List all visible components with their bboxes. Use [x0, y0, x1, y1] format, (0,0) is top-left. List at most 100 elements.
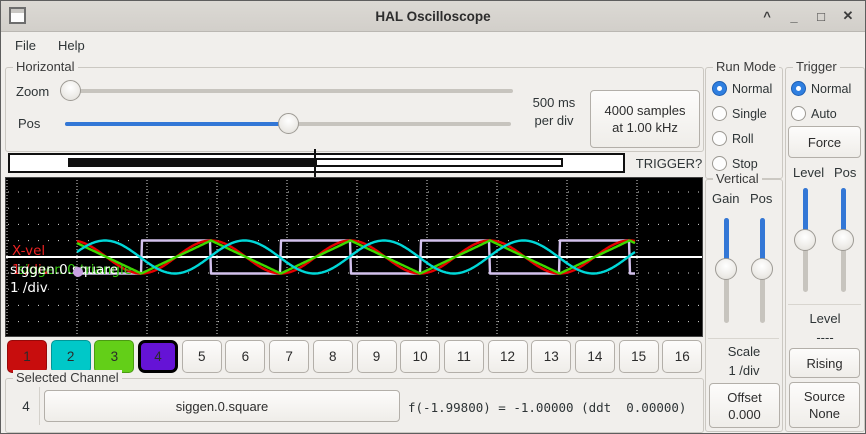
trigger-level-value: ----	[816, 330, 834, 345]
horizontal-group: Horizontal Zoom Pos 500 ms per div 4000 …	[5, 59, 704, 152]
scope-wave-triangle	[76, 239, 636, 275]
horizontal-pos-slider[interactable]	[65, 113, 511, 134]
trigger-mode-normal[interactable]: Normal	[791, 76, 851, 101]
gain-slider-knob[interactable]	[715, 257, 737, 280]
run-mode-roll-label: Roll	[732, 131, 754, 146]
menu-help[interactable]: Help	[57, 37, 85, 53]
shade-button[interactable]: ^	[763, 8, 771, 24]
channel-button-6[interactable]: 6	[225, 340, 266, 373]
title-bar: HAL Oscilloscope ^ _ □ ✕	[1, 1, 865, 32]
time-per-div-value: 500 ms	[532, 95, 576, 110]
horizontal-pos-slider-fill	[65, 121, 288, 126]
run-mode-single[interactable]: Single	[712, 101, 772, 126]
run-mode-normal-radio-icon[interactable]	[712, 81, 727, 96]
zoom-slider-track[interactable]	[60, 88, 513, 93]
trigger-radios: Normal Auto	[791, 76, 851, 126]
record-position-marker	[314, 149, 316, 177]
channel-button-14[interactable]: 14	[574, 340, 615, 373]
record-progress-recorded	[68, 158, 315, 167]
offset-value: 0.000	[728, 406, 761, 422]
offset-button[interactable]: Offset 0.000	[709, 383, 780, 428]
scope-label: 1 /div	[12, 262, 50, 278]
gain-slider[interactable]	[715, 218, 737, 323]
run-mode-normal-label: Normal	[732, 81, 773, 96]
channel-button-5[interactable]: 5	[181, 340, 222, 373]
channel-button-11[interactable]: 11	[443, 340, 484, 373]
run-mode-roll-radio-icon[interactable]	[712, 131, 727, 146]
channel-button-1[interactable]: 1	[7, 340, 47, 373]
scope-display[interactable]: 1 /divsiggen.0.trianglesiggen.0.squareX-…	[5, 177, 703, 337]
channel-button-10[interactable]: 10	[400, 340, 441, 373]
scope-wave-square	[76, 239, 636, 275]
selected-channel-group: Selected Channel 4 siggen.0.square f(-1.…	[5, 370, 704, 433]
app-icon	[9, 7, 26, 24]
trigger-mode-auto-radio-icon[interactable]	[791, 106, 806, 121]
channel-button-16[interactable]: 16	[662, 340, 703, 373]
time-per-div-unit: per div	[534, 113, 574, 128]
menu-file[interactable]: File	[15, 37, 36, 53]
run-mode-radios: Normal Single Roll Stop	[712, 76, 772, 176]
trigger-separator	[788, 304, 861, 305]
trigger-level-slider-knob[interactable]	[794, 229, 816, 251]
channel-button-8[interactable]: 8	[312, 340, 353, 373]
trigger-level-slider[interactable]	[794, 188, 816, 292]
scale-value: 1 /div	[728, 363, 760, 378]
channel-button-7[interactable]: 7	[269, 340, 310, 373]
minimize-button[interactable]: _	[790, 8, 798, 24]
run-mode-stop-label: Stop	[732, 156, 758, 171]
channel-button-15[interactable]: 15	[618, 340, 659, 373]
vertical-pos-slider-label: Pos	[750, 191, 773, 206]
scope-wave-sine	[76, 239, 636, 275]
vertical-pos-slider[interactable]	[751, 218, 773, 323]
record-progress-pending	[315, 158, 563, 167]
run-mode-single-radio-icon[interactable]	[712, 106, 727, 121]
offset-label: Offset	[727, 389, 762, 405]
zoom-slider[interactable]	[60, 80, 513, 101]
scope-label: X-vel	[12, 243, 45, 259]
horizontal-pos-slider-knob[interactable]	[277, 113, 299, 134]
samples-rate: at 1.00 kHz	[612, 120, 678, 135]
time-per-div-readout: 500 ms per div	[522, 94, 586, 130]
trigger-pos-slider[interactable]	[832, 188, 854, 292]
gain-slider-fill	[723, 218, 729, 269]
run-mode-normal[interactable]: Normal	[712, 76, 772, 101]
trigger-mode-normal-radio-icon[interactable]	[791, 81, 806, 96]
scope-label: siggen.0.square	[10, 262, 118, 278]
trigger-mode-auto[interactable]: Auto	[791, 101, 851, 126]
run-mode-group: Run Mode Normal Single Roll Stop	[705, 59, 783, 179]
selected-channel-number: 4	[22, 399, 30, 414]
scope-label: 1 /div	[10, 280, 48, 296]
trigger-source-value: None	[808, 406, 841, 421]
run-mode-roll[interactable]: Roll	[712, 126, 772, 151]
vertical-group: Vertical Gain Pos Scale 1 /div Offset 0.…	[705, 171, 783, 432]
samples-button[interactable]: 4000 samples at 1.00 kHz	[590, 90, 700, 148]
trigger-edge-button[interactable]: Rising	[789, 348, 860, 378]
trigger-source-button[interactable]: Source None	[789, 382, 860, 428]
force-button[interactable]: Force	[788, 126, 861, 158]
samples-count: 4000 samples	[604, 103, 686, 118]
trigger-group: Trigger Normal Auto Force Level Pos Level…	[785, 59, 865, 432]
vertical-pos-slider-knob[interactable]	[751, 257, 773, 280]
run-mode-stop-radio-icon[interactable]	[712, 156, 727, 171]
zoom-slider-label: Zoom	[16, 84, 50, 99]
window-title: HAL Oscilloscope	[375, 8, 491, 24]
run-mode-stop[interactable]: Stop	[712, 151, 772, 176]
close-button[interactable]: ✕	[842, 8, 854, 23]
channel-button-3[interactable]: 3	[94, 340, 135, 373]
vertical-separator	[708, 338, 779, 339]
channel-button-2[interactable]: 2	[50, 340, 91, 373]
run-mode-single-label: Single	[732, 106, 767, 121]
channel-button-4[interactable]: 4	[138, 340, 179, 373]
channel-button-row: 1 2 3 4 5 6 7 8 9 10 11 12 13 14 15 16	[7, 340, 703, 373]
channel-button-13[interactable]: 13	[531, 340, 572, 373]
trigger-level-label: Level	[809, 311, 841, 326]
gain-slider-label: Gain	[712, 191, 740, 206]
trigger-source-label: Source	[803, 389, 846, 404]
channel-button-12[interactable]: 12	[487, 340, 528, 373]
scope-canvas: 1 /divsiggen.0.trianglesiggen.0.squareX-…	[6, 180, 702, 334]
zoom-slider-knob[interactable]	[60, 80, 81, 101]
channel-button-9[interactable]: 9	[356, 340, 397, 373]
selected-channel-name-button[interactable]: siggen.0.square	[44, 390, 400, 422]
trigger-pos-slider-knob[interactable]	[832, 229, 854, 251]
maximize-button[interactable]: □	[817, 8, 825, 24]
